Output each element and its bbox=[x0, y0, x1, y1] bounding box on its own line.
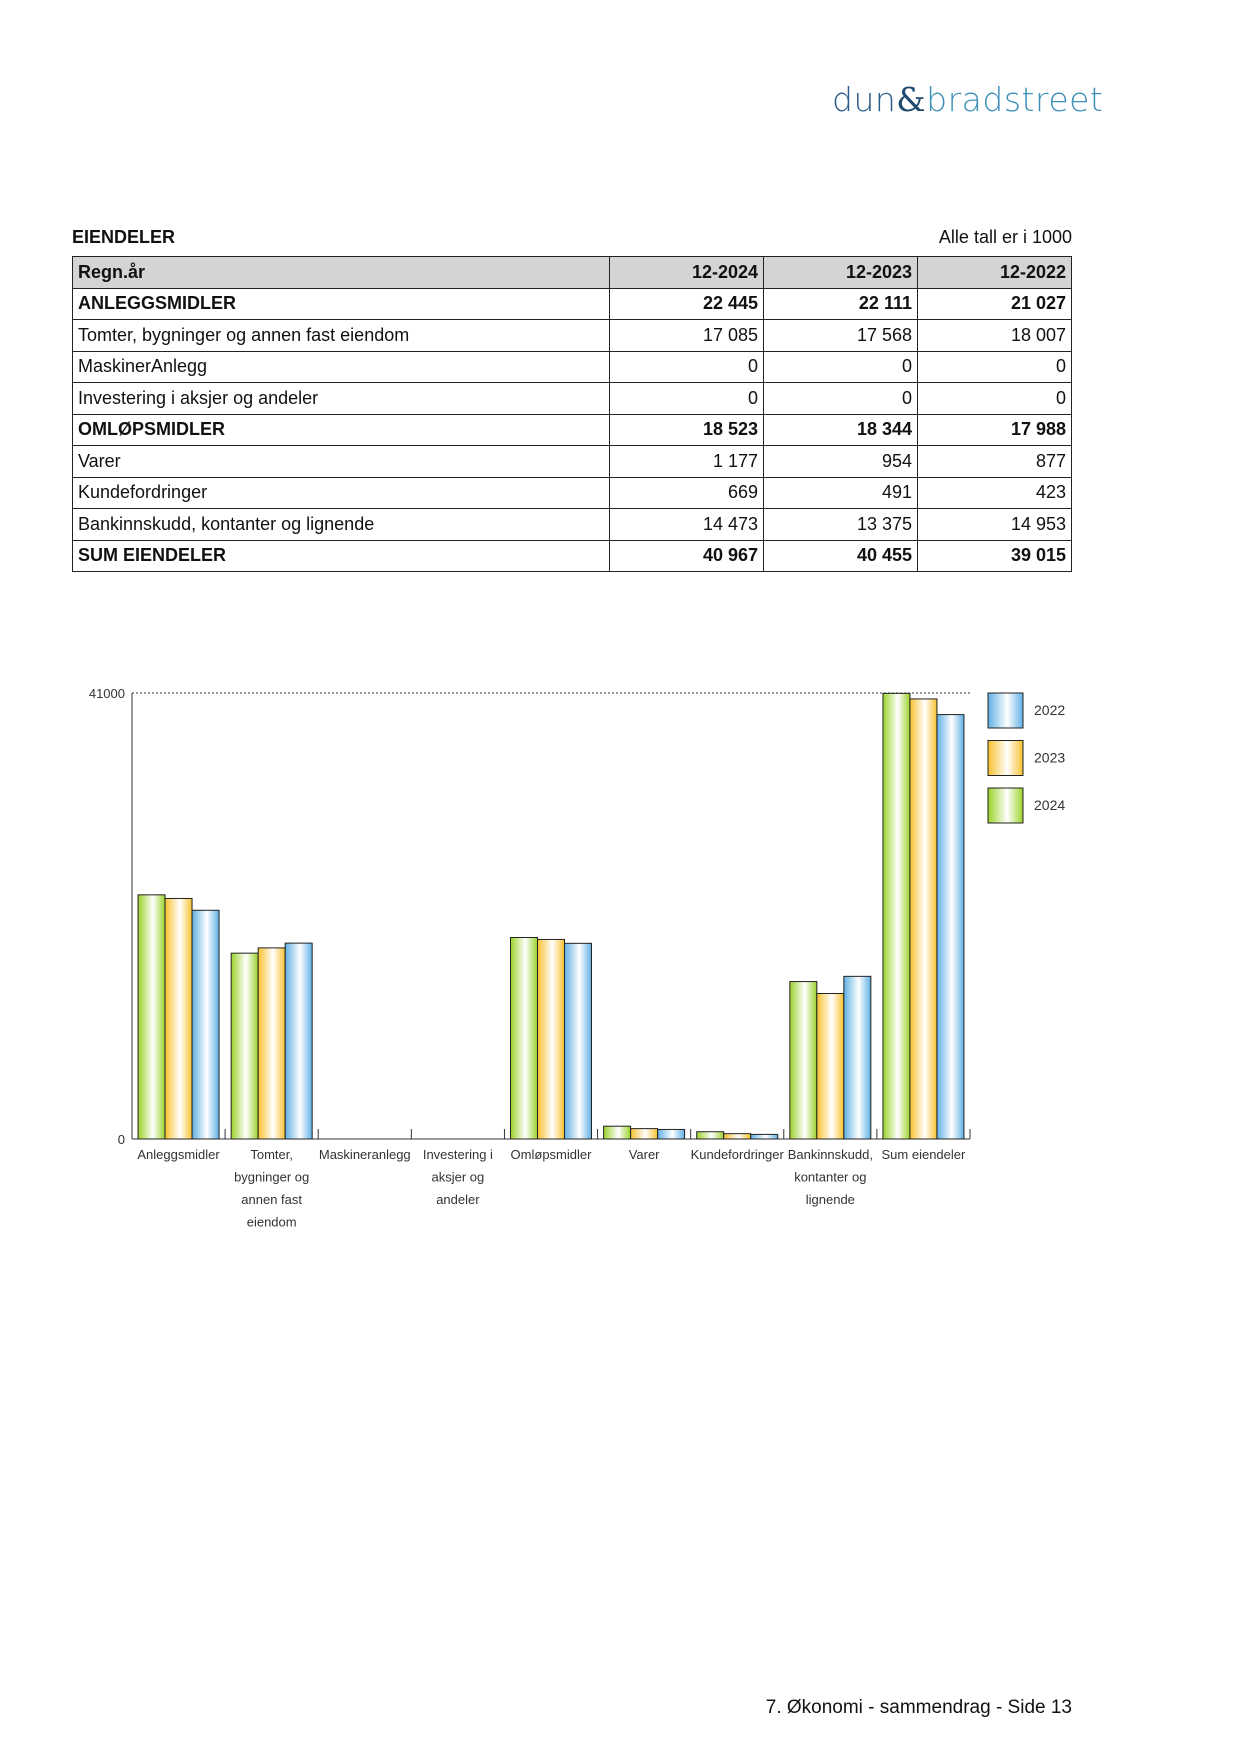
table-header-row: Regn.år 12-2024 12-2023 12-2022 bbox=[72, 256, 1072, 289]
cell-value: 954 bbox=[763, 445, 918, 478]
x-tick-label: andeler bbox=[436, 1192, 480, 1207]
row-label: SUM EIENDELER bbox=[72, 539, 610, 572]
bar-2022 bbox=[657, 1128, 686, 1140]
cell-value: 40 967 bbox=[609, 539, 764, 572]
cell-value: 40 455 bbox=[763, 539, 918, 572]
section-title: EIENDELER bbox=[72, 227, 176, 247]
column-header: 12-2024 bbox=[609, 256, 764, 289]
unit-note: Alle tall er i 1000 bbox=[938, 227, 1072, 247]
bar-2024 bbox=[137, 894, 166, 1140]
legend-swatch-2023 bbox=[987, 740, 1024, 776]
column-header: 12-2022 bbox=[917, 256, 1072, 289]
cell-value: 18 523 bbox=[609, 413, 764, 446]
legend-swatch-2022 bbox=[987, 692, 1024, 729]
row-label: Investering i aksjer og andeler bbox=[72, 382, 610, 415]
table-row: Varer 1 177 954 877 bbox=[72, 445, 1072, 478]
x-tick-label: Anleggsmidler bbox=[137, 1147, 220, 1162]
bar-2022 bbox=[564, 942, 592, 1140]
legend-label: 2023 bbox=[1034, 750, 1065, 766]
bar-2024 bbox=[696, 1131, 725, 1140]
assets-table: Regn.år 12-2024 12-2023 12-2022 ANLEGGSMIDLE… bbox=[72, 256, 1072, 572]
y-tick-label: 0 bbox=[118, 1132, 125, 1147]
x-tick-label: lignende bbox=[806, 1192, 855, 1207]
cell-value: 17 988 bbox=[917, 413, 1072, 446]
bar-2024 bbox=[603, 1125, 632, 1140]
x-tick-label: Kundefordringer bbox=[691, 1147, 785, 1162]
x-tick-label: Tomter, bbox=[250, 1147, 293, 1162]
x-tick-label: Bankinnskudd, bbox=[788, 1147, 873, 1162]
bar-2024 bbox=[510, 937, 538, 1140]
x-tick-label: kontanter og bbox=[794, 1170, 866, 1185]
legend-label: 2024 bbox=[1034, 797, 1065, 813]
x-tick-label: Varer bbox=[629, 1147, 660, 1162]
row-label: ANLEGGSMIDLER bbox=[72, 287, 610, 320]
table-row: Kundefordringer 669 491 423 bbox=[72, 476, 1072, 509]
x-tick-label: aksjer og bbox=[432, 1170, 485, 1185]
cell-value: 18 007 bbox=[917, 319, 1072, 352]
bar-2022 bbox=[843, 975, 872, 1140]
x-tick-label: bygninger og bbox=[234, 1170, 309, 1185]
cell-value: 22 445 bbox=[609, 287, 764, 320]
bar-2023 bbox=[257, 947, 286, 1140]
cell-value: 21 027 bbox=[917, 287, 1072, 320]
bar-2023 bbox=[164, 897, 193, 1140]
row-label: Tomter, bygninger og annen fast eiendom bbox=[72, 319, 610, 352]
cell-value: 877 bbox=[917, 445, 1072, 478]
cell-value: 0 bbox=[763, 382, 918, 415]
cell-value: 39 015 bbox=[917, 539, 1072, 572]
x-tick-label: eiendom bbox=[247, 1215, 297, 1230]
x-tick-label: Maskineranlegg bbox=[319, 1147, 411, 1162]
cell-value: 423 bbox=[917, 476, 1072, 509]
cell-value: 0 bbox=[763, 350, 918, 383]
table-row: SUM EIENDELER 40 967 40 455 39 015 bbox=[72, 539, 1072, 572]
row-label: OMLØPSMIDLER bbox=[72, 413, 610, 446]
bar-2022 bbox=[936, 714, 965, 1140]
bar-2022 bbox=[284, 942, 313, 1140]
bar-2022 bbox=[750, 1133, 779, 1140]
bar-2023 bbox=[537, 938, 565, 1140]
table-row: ANLEGGSMIDLER 22 445 22 111 21 027 bbox=[72, 287, 1072, 320]
bar-2023 bbox=[816, 993, 845, 1140]
table-row: Tomter, bygninger og annen fast eiendom 1… bbox=[72, 319, 1072, 352]
cell-value: 1 177 bbox=[609, 445, 764, 478]
x-tick-label: Omløpsmidler bbox=[511, 1147, 593, 1162]
row-label: Bankinnskudd, kontanter og lignende bbox=[72, 508, 610, 541]
x-tick-label: Sum eiendeler bbox=[882, 1147, 966, 1162]
row-label: Kundefordringer bbox=[72, 476, 610, 509]
column-header: 12-2023 bbox=[763, 256, 918, 289]
cell-value: 18 344 bbox=[763, 413, 918, 446]
bar-2024 bbox=[789, 981, 818, 1140]
bar-2024 bbox=[882, 692, 911, 1140]
bar-2023 bbox=[630, 1128, 659, 1140]
bar-2022 bbox=[191, 909, 220, 1140]
table-row: OMLØPSMIDLER 18 523 18 344 17 988 bbox=[72, 413, 1072, 446]
cell-value: 669 bbox=[609, 476, 764, 509]
bar-2023 bbox=[909, 698, 938, 1140]
cell-value: 17 568 bbox=[763, 319, 918, 352]
x-tick-label: annen fast bbox=[241, 1192, 302, 1207]
row-label: Varer bbox=[72, 445, 610, 478]
x-tick-label: Investering i bbox=[423, 1147, 493, 1162]
cell-value: 17 085 bbox=[609, 319, 764, 352]
legend-label: 2022 bbox=[1034, 702, 1065, 718]
cell-value: 13 375 bbox=[763, 508, 918, 541]
y-tick-label: 41000 bbox=[89, 686, 125, 701]
dun-bradstreet-logo: dun&bradstreet bbox=[832, 80, 1104, 119]
legend-swatch-2024 bbox=[987, 787, 1024, 824]
page-footer: 7. Økonomi - sammendrag - Side 13 bbox=[765, 1697, 1072, 1718]
bar-2024 bbox=[230, 952, 259, 1140]
table-row: Bankinnskudd, kontanter og lignende 14 47… bbox=[72, 508, 1072, 541]
row-label: MaskinerAnlegg bbox=[72, 350, 610, 383]
column-header: Regn.år bbox=[72, 256, 610, 289]
bar-2023 bbox=[723, 1133, 752, 1140]
